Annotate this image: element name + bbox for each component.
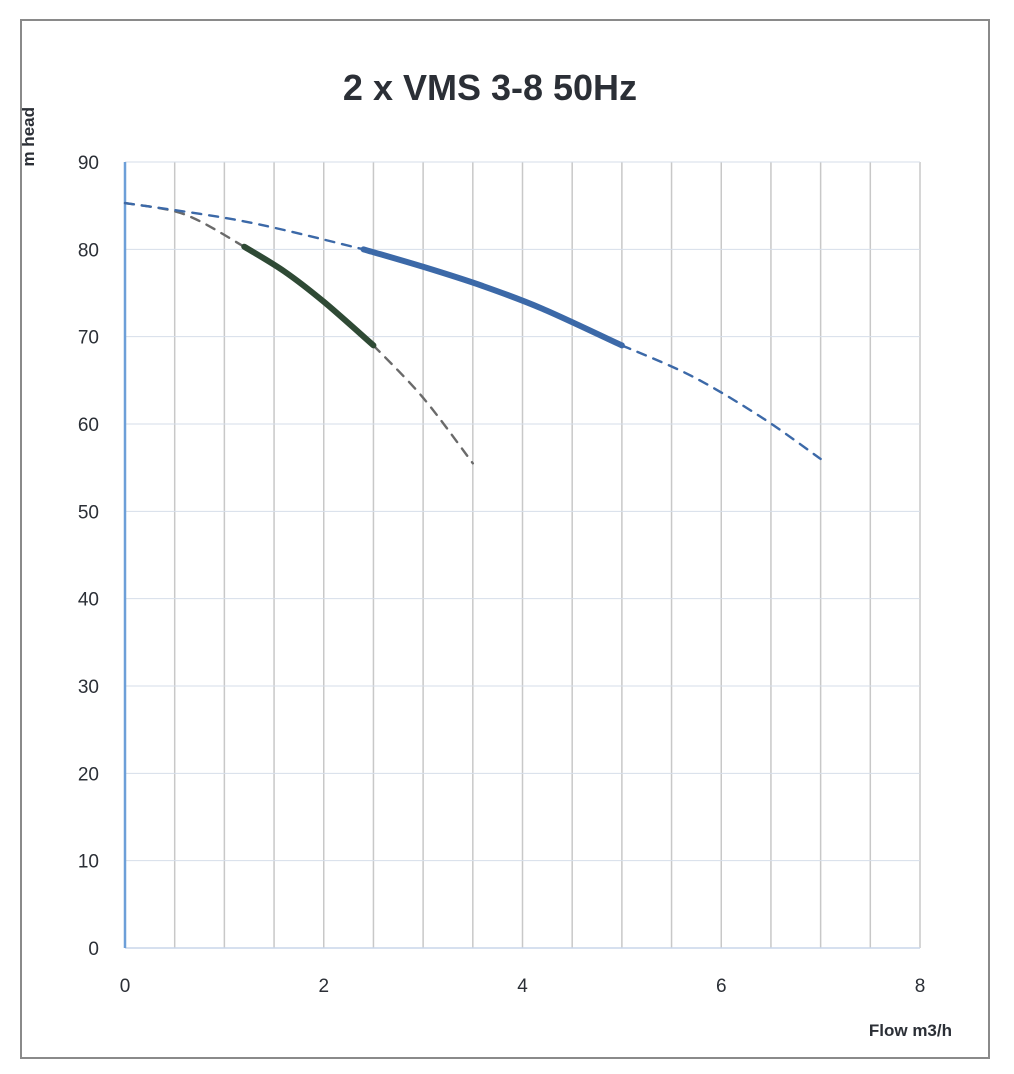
axes — [123, 162, 920, 949]
series-line-dashed — [372, 344, 475, 465]
y-tick-label: 20 — [78, 764, 99, 785]
y-tick-label: 50 — [78, 502, 99, 523]
horizontal-gridlines — [125, 161, 920, 862]
series-line-dashed — [123, 201, 365, 251]
series-line-solid — [241, 243, 377, 349]
chart-title: 2 x VMS 3-8 50Hz — [343, 67, 637, 108]
series-line-dashed — [620, 344, 822, 461]
series-layer — [123, 201, 822, 465]
y-tick-label: 30 — [78, 677, 99, 698]
y-tick-label: 90 — [78, 153, 99, 174]
x-tick-label: 8 — [915, 976, 926, 997]
chart-frame — [20, 19, 990, 1059]
x-tick-label: 0 — [120, 976, 131, 997]
x-tick-label: 2 — [318, 976, 329, 997]
series-line-dashed — [123, 201, 246, 248]
x-tick-label: 4 — [517, 976, 528, 997]
y-tick-labels: 0 10 20 30 40 50 60 70 80 90 — [78, 153, 99, 960]
x-tick-labels: 0 2 4 6 8 — [120, 976, 926, 997]
y-axis-title: m head — [19, 107, 38, 167]
x-axis-title: Flow m3/h — [869, 1021, 952, 1040]
y-tick-label: 80 — [78, 240, 99, 261]
y-tick-label: 70 — [78, 328, 99, 349]
y-tick-label: 0 — [88, 939, 99, 960]
x-tick-label: 6 — [716, 976, 727, 997]
y-tick-label: 40 — [78, 590, 99, 611]
series-line-solid — [360, 246, 625, 349]
y-tick-label: 60 — [78, 415, 99, 436]
y-tick-label: 10 — [78, 852, 99, 873]
vertical-gridlines — [173, 162, 921, 948]
